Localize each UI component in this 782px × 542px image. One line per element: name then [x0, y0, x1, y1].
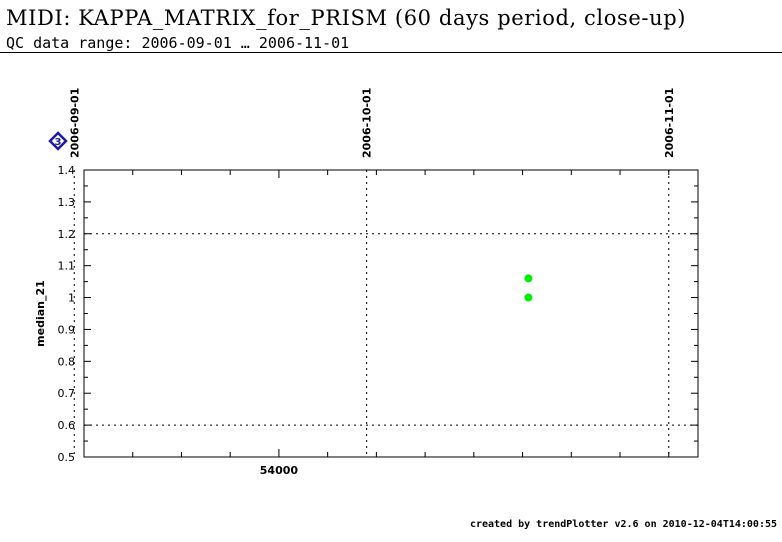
diamond-marker: 3 — [48, 131, 68, 151]
chart-subtitle: QC data range: 2006-09-01 … 2006-11-01 — [6, 34, 350, 52]
y-tick-label: 1 — [68, 292, 75, 305]
y-axis-label: median_21 — [34, 280, 47, 347]
date-label-2: 2006-11-01 — [663, 88, 676, 158]
diamond-marker-label: 3 — [55, 137, 62, 148]
y-tick-label: 0.9 — [58, 323, 76, 336]
header-divider — [0, 52, 782, 53]
diamond-marker-shape — [48, 131, 68, 151]
date-label-1: 2006-10-01 — [361, 88, 374, 158]
data-point — [524, 274, 533, 283]
y-tick-label: 0.6 — [58, 419, 76, 432]
chart-title: MIDI: KAPPA_MATRIX_for_PRISM (60 days pe… — [6, 6, 687, 30]
plot-frame — [83, 169, 699, 458]
y-tick-label: 1.1 — [58, 260, 76, 273]
date-label-0: 2006-09-01 — [68, 88, 81, 158]
y-tick-label: 0.8 — [58, 355, 76, 368]
y-tick-label: 1.4 — [58, 164, 76, 177]
y-tick-label: 0.5 — [58, 451, 76, 464]
y-tick-label: 0.7 — [58, 387, 76, 400]
x-tick-label: 54000 — [260, 464, 299, 477]
data-point — [524, 293, 533, 302]
footer-credit: created by trendPlotter v2.6 on 2010-12-… — [469, 519, 777, 530]
y-tick-label: 1.2 — [58, 228, 76, 241]
y-tick-label: 1.3 — [58, 196, 76, 209]
